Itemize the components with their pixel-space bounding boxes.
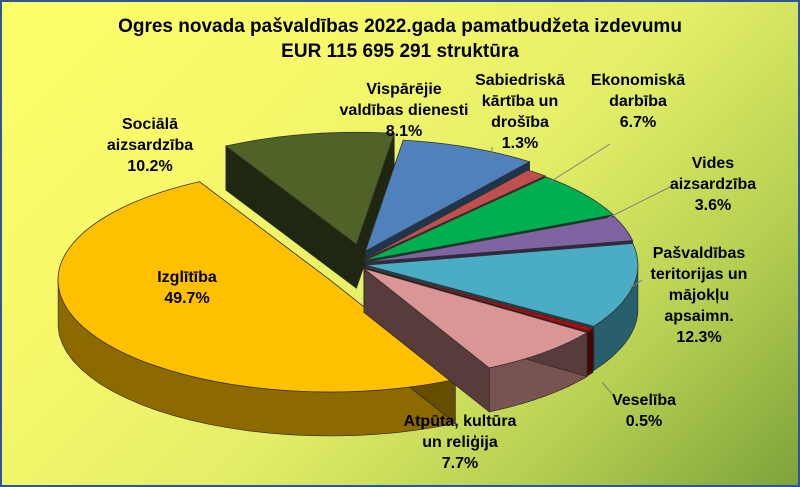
- slice-value-label: 12.3%: [676, 329, 721, 346]
- slice-label: Vispārējie valdības dienesti 8.1%: [340, 81, 469, 140]
- pie-slice: [57, 181, 457, 437]
- chart-title-line: EUR 115 695 291 struktūra: [281, 41, 519, 62]
- slice-value-label: 8.1%: [386, 123, 422, 140]
- slice-name-label: aizsardzība: [670, 176, 756, 193]
- leader-line: [607, 185, 673, 219]
- leader-line: [601, 381, 613, 395]
- slice-label: Pašvaldības teritorijas un mājokļu apsaimn.…: [651, 245, 748, 346]
- slice-name-label: darbība: [609, 93, 667, 110]
- slice-name-label: Izglītība: [157, 269, 217, 286]
- slice-name-label: Veselība: [612, 392, 676, 409]
- slice-value-label: 7.7%: [442, 455, 478, 472]
- slice-name-label: drošība: [491, 114, 549, 131]
- slice-value-label: 0.5%: [626, 413, 662, 430]
- slice-name-label: aizsardzība: [107, 137, 193, 154]
- slice-value-label: 49.7%: [164, 290, 209, 307]
- slice-name-label: valdības dienesti: [340, 102, 469, 119]
- pie-slice: [363, 267, 589, 413]
- slice-label: Sociālā aizsardzība 10.2%: [107, 116, 193, 175]
- slice-label: Ekonomiskā darbība 6.7%: [591, 72, 685, 131]
- slice-name-label: apsaimn.: [664, 308, 733, 325]
- slice-name-label: kārtība un: [482, 93, 558, 110]
- slice-name-label: un reliģija: [422, 433, 498, 451]
- slice-label: Vides aizsardzība 3.6%: [670, 155, 756, 214]
- slice-name-label: Sociālā: [122, 116, 178, 133]
- leader-line: [629, 279, 643, 289]
- slice-name-label: Vides: [692, 155, 735, 172]
- slice-name-label: Atpūta, kultūra: [404, 413, 517, 430]
- slice-label: Sabiedriskā kārtība un drošība 1.3%: [475, 72, 565, 152]
- chart-title-line: Ogres novada pašvaldības 2022.gada pamat…: [118, 16, 682, 37]
- slice-name-label: Pašvaldības: [653, 245, 746, 262]
- slice-name-label: mājokļu: [669, 287, 729, 304]
- slice-label: Veselība 0.5%: [612, 392, 676, 430]
- slice-name-label: teritorijas un: [651, 266, 748, 283]
- slice-value-label: 3.6%: [695, 197, 731, 214]
- slice-label: Atpūta, kultūra un reliģija 7.7%: [404, 413, 517, 472]
- leader-line: [549, 143, 611, 183]
- slice-name-label: Sabiedriskā: [475, 72, 565, 89]
- slice-value-label: 6.7%: [620, 114, 656, 131]
- pie-slice: [224, 131, 395, 289]
- slice-value-label: 1.3%: [502, 135, 538, 152]
- slice-name-label: Ekonomiskā: [591, 72, 685, 89]
- slice-name-label: Vispārējie: [366, 81, 441, 98]
- slice-value-label: 10.2%: [127, 158, 172, 175]
- slice-label: Izglītība 49.7%: [157, 269, 217, 307]
